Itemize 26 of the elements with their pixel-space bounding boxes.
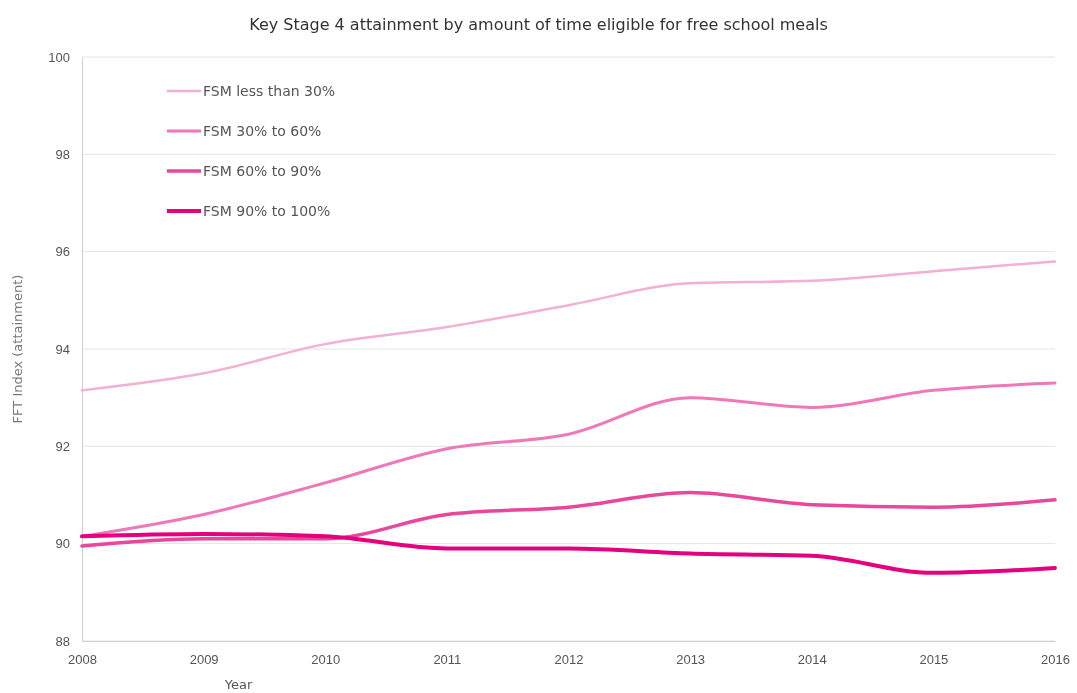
line-series [80,531,1057,575]
x-tick-label: 2015 [919,652,949,668]
chart-title: Key Stage 4 attainment by amount of time eligible for free school meals [249,15,828,34]
legend-label: FSM less than 30% [203,83,336,99]
legend-label: FSM 30% to 60% [203,123,322,139]
y-tick-label: 96 [55,244,70,260]
x-tick-label: 2010 [311,652,341,668]
x-tick-label: 2013 [676,652,706,668]
y-tick-label: 98 [55,146,70,162]
x-axis-title: Year [223,677,253,692]
y-tick-label: 94 [55,341,70,357]
x-tick-label: 2011 [433,652,462,668]
y-tick-label: 92 [55,438,70,454]
line-series [80,260,1057,392]
legend-label: FSM 90% to 100% [203,203,331,219]
x-tick-label: 2012 [554,652,584,668]
x-tick-label: 2016 [1041,652,1070,668]
y-tick-label: 88 [55,633,70,649]
y-tick-label: 100 [48,49,70,65]
y-axis-title: FFT Index (attainment) [10,274,25,424]
line-series [80,490,1057,548]
x-tick-label: 2009 [189,652,219,668]
x-tick-label: 2008 [68,652,97,668]
y-tick-label: 90 [55,536,70,552]
x-tick-label: 2014 [797,652,827,668]
legend-label: FSM 60% to 90% [203,163,322,179]
